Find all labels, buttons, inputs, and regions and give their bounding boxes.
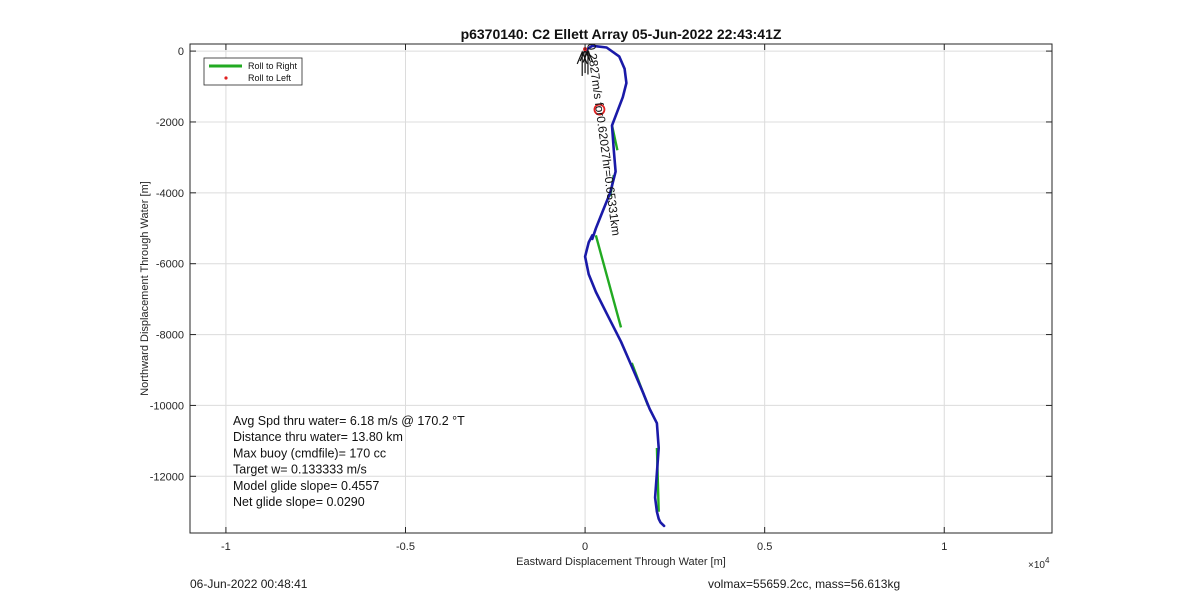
legend-marker-swatch [224,76,228,80]
x-exponent-label: ×104 [1028,556,1050,571]
footer-mass: volmax=55659.2cc, mass=56.613kg [708,577,901,591]
legend: Roll to Right Roll to Left [203,57,303,86]
y-tick-label: -2000 [156,117,184,129]
x-tick-label: 1 [941,541,947,553]
stats-line: Max buoy (cmdfile)= 170 cc [233,446,386,460]
x-tick-label: 0.5 [757,541,772,553]
plot-area [190,44,1052,533]
chart-title: p6370140: C2 Ellett Array 05-Jun-2022 22… [461,26,782,42]
legend-box [203,57,303,86]
x-exponent-base: ×10 [1028,560,1045,571]
grid [190,44,1052,533]
legend-label: Roll to Right [248,61,298,71]
track-line [583,44,666,528]
y-tick-label: -10000 [150,400,184,412]
y-tick-label: -4000 [156,188,184,200]
footer-date: 06-Jun-2022 00:48:41 [190,577,308,591]
y-tick-label: -8000 [156,330,184,342]
current-arrow-head [576,50,588,65]
current-arrow-head [582,48,594,63]
stats-line: Model glide slope= 0.4557 [233,479,379,493]
stats-line: Distance thru water= 13.80 km [233,430,403,444]
plot-frame [189,43,1053,534]
x-tick-label: -1 [221,541,231,553]
y-tick-label: -6000 [156,259,184,271]
y-tick-label: -12000 [150,471,184,483]
x-tick-label: 0 [582,541,588,553]
stats-box: Avg Spd thru water= 6.18 m/s @ 170.2 °T D… [233,414,465,509]
x-tick-label: -0.5 [396,541,415,553]
track-series [583,44,666,528]
roll-right-segment [594,235,623,328]
current-arrows [576,47,594,76]
roll-marker-circle [593,103,606,116]
stats-line: Avg Spd thru water= 6.18 m/s @ 170.2 °T [233,414,465,428]
x-axis-label: Eastward Displacement Through Water [m] [516,556,726,568]
legend-label: Roll to Left [248,73,292,83]
y-tick-label: 0 [178,46,184,58]
stats-line: Target w= 0.133333 m/s [233,463,367,477]
x-exponent-power: 4 [1045,556,1050,565]
stats-line: Net glide slope= 0.0290 [233,495,365,509]
axis-ticks: -1 -0.5 0 0.5 1 0 -2000 -4000 -6000 -8000 -10000 -1… [150,44,1052,553]
y-axis-label: Northward Displacement Through Water [m] [139,181,151,396]
